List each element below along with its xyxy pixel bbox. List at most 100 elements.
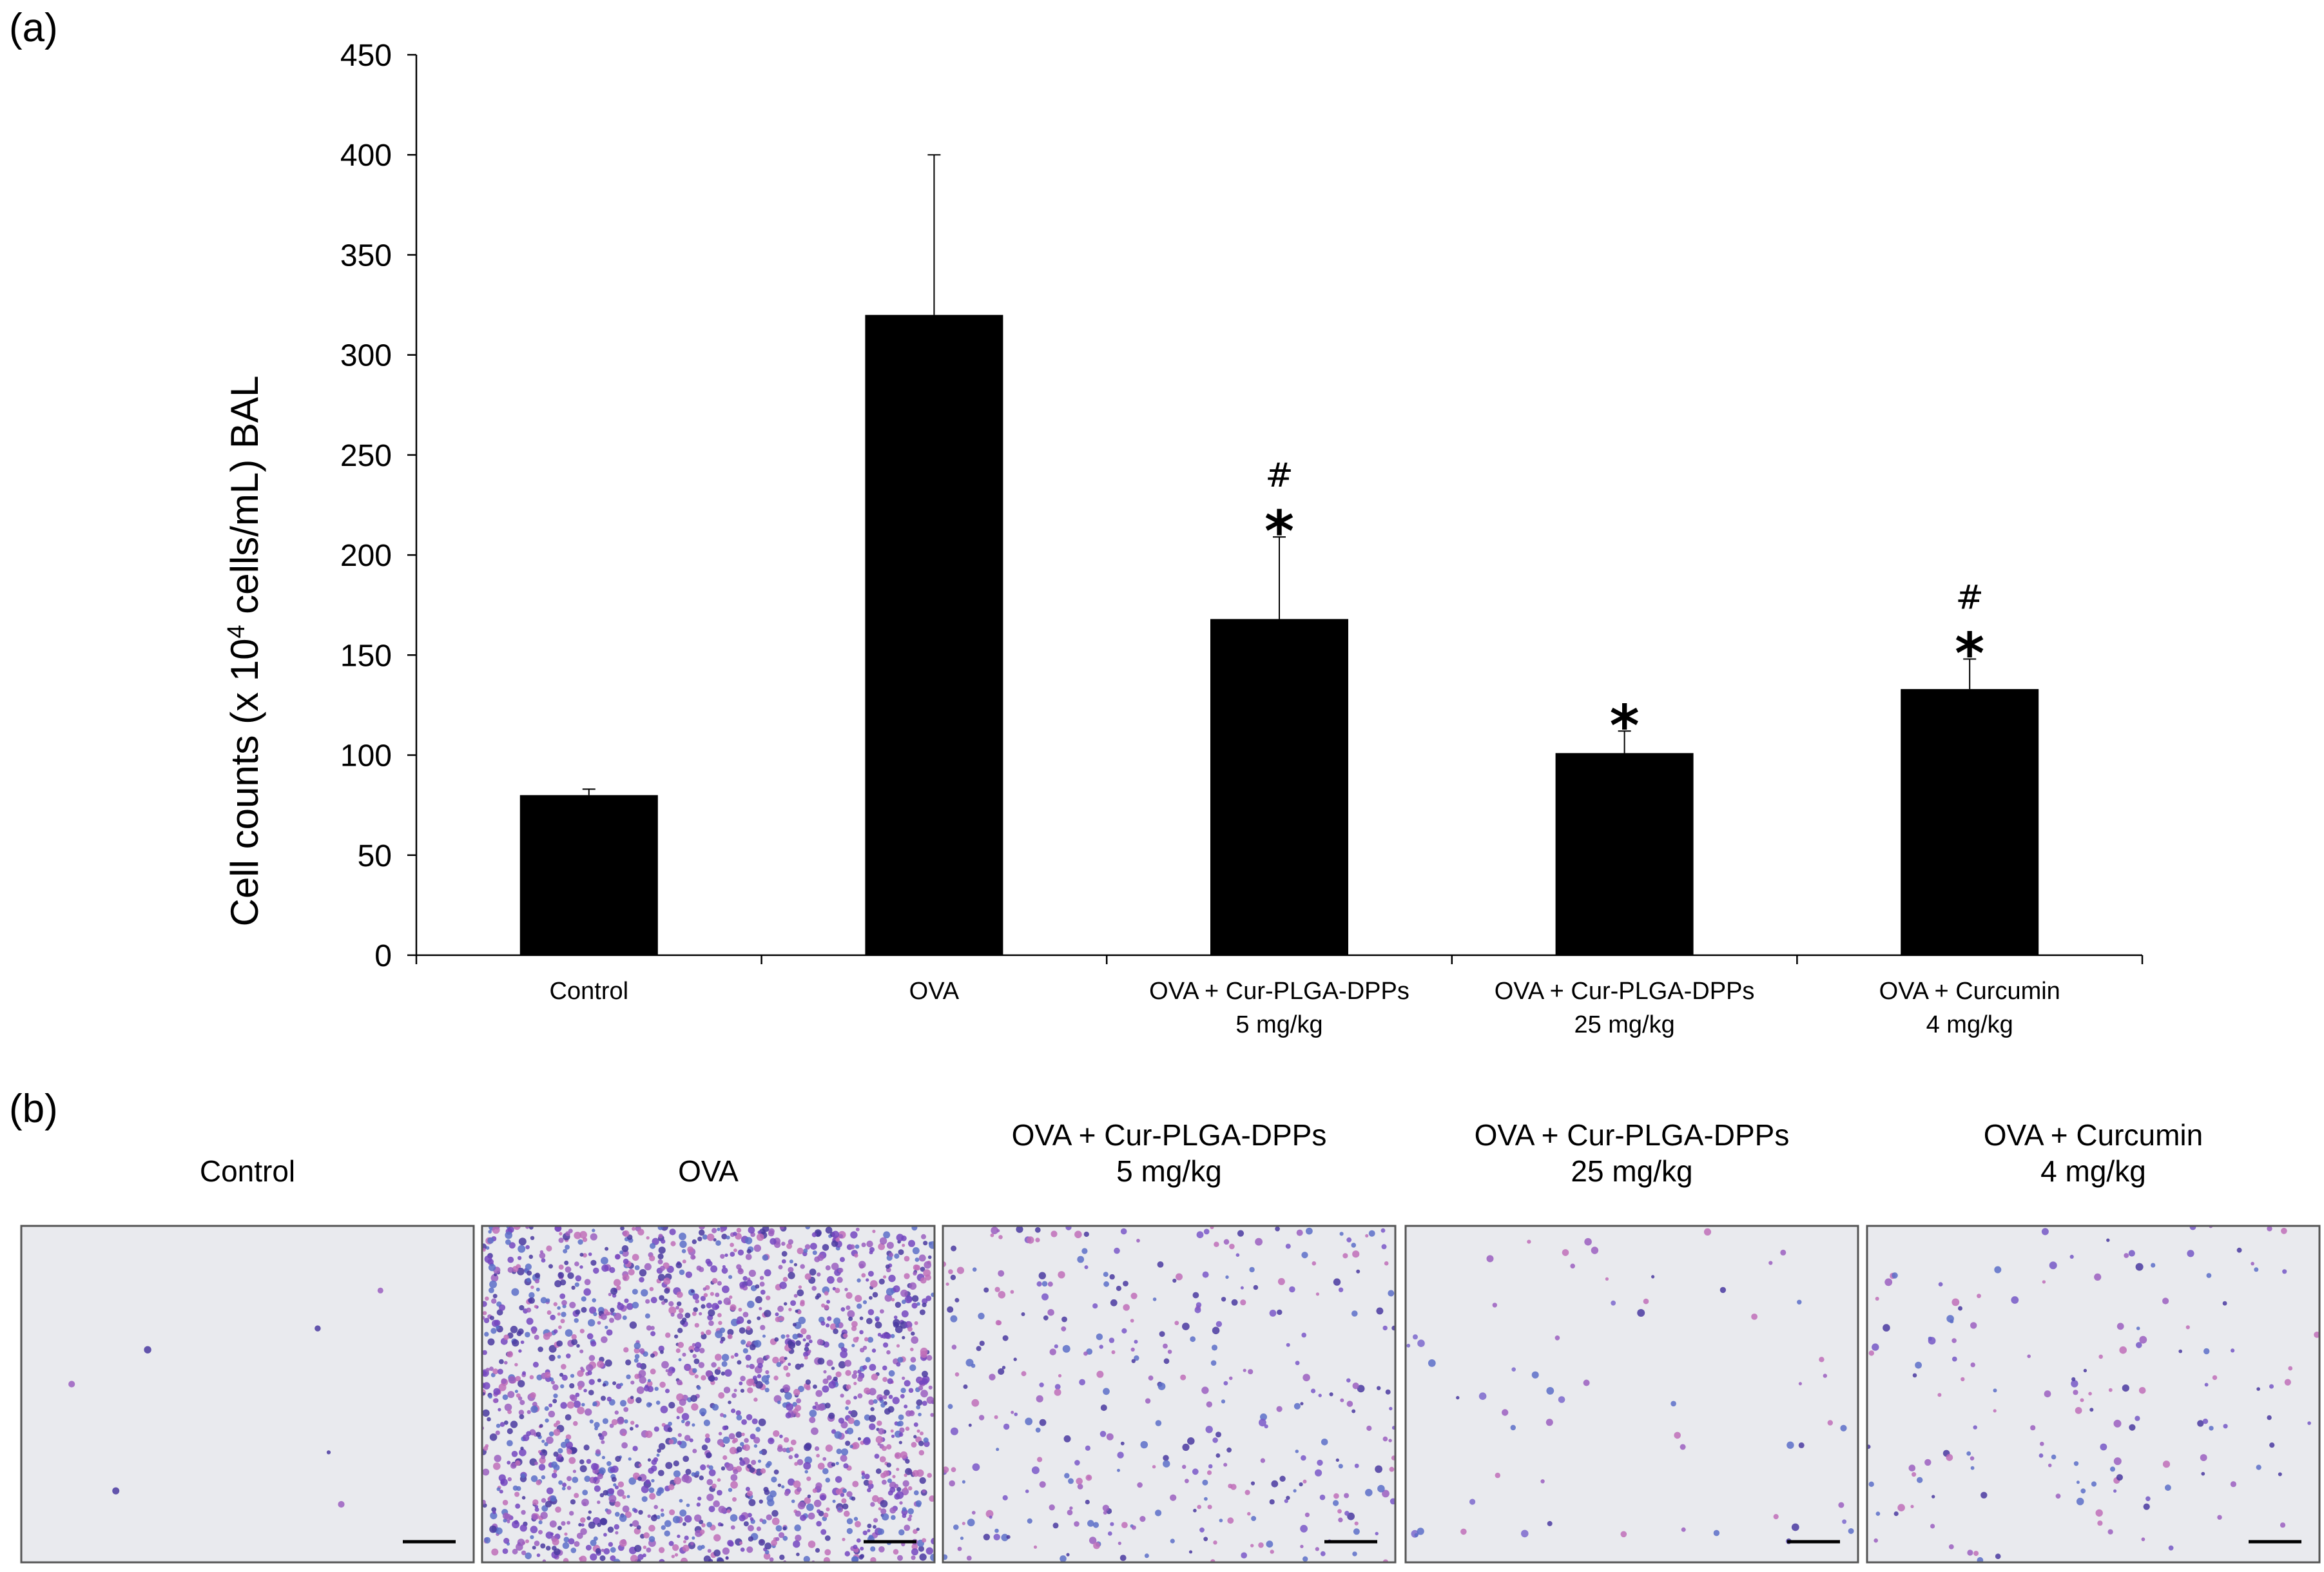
stained-cell xyxy=(548,1410,556,1418)
stained-cell xyxy=(898,1441,902,1444)
stained-cell xyxy=(925,1274,931,1281)
stained-cell xyxy=(860,1546,864,1551)
stained-cell xyxy=(1417,1339,1425,1347)
stained-cell xyxy=(880,1500,888,1508)
stained-cell xyxy=(610,1467,615,1473)
stained-cell xyxy=(887,1406,895,1413)
stained-cell xyxy=(597,1361,605,1368)
stained-cell xyxy=(838,1361,846,1369)
stained-cell xyxy=(574,1318,579,1323)
stained-cell xyxy=(624,1419,628,1424)
micrograph-border xyxy=(942,1225,1397,1564)
stained-cell xyxy=(2307,1421,2311,1425)
stained-cell xyxy=(560,1319,565,1324)
stained-cell xyxy=(907,1326,913,1332)
stained-cell xyxy=(821,1303,826,1308)
stained-cell xyxy=(512,1548,518,1555)
stained-cell xyxy=(911,1331,915,1336)
stained-cell xyxy=(706,1329,712,1335)
stained-cell xyxy=(943,1466,949,1473)
stained-cell xyxy=(1951,1356,1957,1362)
stained-cell xyxy=(594,1426,598,1431)
stained-cell xyxy=(584,1279,591,1286)
stained-cell xyxy=(742,1312,749,1317)
stained-cell xyxy=(1285,1243,1291,1249)
stained-cell xyxy=(483,1317,490,1323)
stained-cell xyxy=(2080,1398,2084,1402)
stained-cell xyxy=(880,1508,887,1515)
stained-cell xyxy=(570,1373,575,1378)
stained-cell xyxy=(727,1328,734,1336)
stained-cell xyxy=(579,1349,584,1354)
stained-cell xyxy=(1066,1553,1070,1557)
stained-cell xyxy=(1930,1524,1935,1529)
stained-cell xyxy=(638,1463,642,1467)
y-axis-label-main: Cell counts (x 10 xyxy=(223,639,266,927)
stained-cell xyxy=(606,1509,612,1515)
stained-cell xyxy=(692,1293,699,1300)
stained-cell xyxy=(886,1462,891,1468)
stained-cell xyxy=(619,1383,623,1386)
stained-cell xyxy=(619,1400,627,1407)
stained-cell xyxy=(753,1397,758,1402)
stained-cell xyxy=(763,1486,769,1493)
stained-cell xyxy=(875,1435,884,1444)
stained-cell xyxy=(530,1526,538,1533)
stained-cell xyxy=(832,1499,836,1503)
stained-cell xyxy=(1352,1551,1357,1557)
stained-cell xyxy=(315,1325,321,1332)
stained-cell xyxy=(769,1557,774,1562)
stained-cell xyxy=(815,1390,823,1397)
stained-cell xyxy=(862,1530,868,1535)
stained-cell xyxy=(857,1278,861,1283)
stained-cell xyxy=(144,1346,151,1354)
stained-cell xyxy=(757,1363,763,1369)
stained-cell xyxy=(525,1263,532,1270)
stained-cell xyxy=(515,1375,521,1382)
stained-cell xyxy=(1221,1399,1226,1404)
stained-cell xyxy=(1038,1272,1047,1279)
stained-cell xyxy=(825,1227,833,1234)
stained-cell xyxy=(526,1317,534,1325)
bar xyxy=(1555,753,1694,955)
stained-cell xyxy=(1103,1388,1110,1395)
stained-cell xyxy=(728,1275,733,1279)
stained-cell xyxy=(831,1263,839,1270)
stained-cell xyxy=(717,1478,721,1482)
stained-cell xyxy=(697,1497,702,1501)
stained-cell xyxy=(869,1364,876,1371)
stained-cell xyxy=(798,1285,802,1289)
stained-cell xyxy=(844,1359,852,1367)
stained-cell xyxy=(595,1548,601,1554)
stained-cell xyxy=(1951,1338,1957,1343)
stained-cell xyxy=(846,1292,853,1299)
stained-cell xyxy=(1385,1389,1391,1395)
stained-cell xyxy=(629,1321,637,1329)
stained-cell xyxy=(484,1537,491,1544)
stained-cell xyxy=(499,1359,504,1364)
stained-cell xyxy=(686,1503,690,1508)
stained-cell xyxy=(757,1316,761,1321)
stained-cell xyxy=(775,1312,779,1317)
stained-cell xyxy=(920,1431,924,1435)
stained-cell xyxy=(861,1475,866,1479)
stained-cell xyxy=(630,1395,634,1399)
stained-cell xyxy=(741,1432,745,1437)
stained-cell xyxy=(701,1331,704,1335)
stained-cell xyxy=(482,1301,487,1307)
stained-cell xyxy=(878,1546,885,1553)
stained-cell xyxy=(1039,1419,1047,1426)
stained-cell xyxy=(682,1317,687,1323)
stained-cell xyxy=(588,1379,595,1385)
stained-cell xyxy=(2236,1247,2242,1253)
stained-cell xyxy=(2076,1497,2084,1506)
stained-cell xyxy=(925,1547,934,1555)
stained-cell xyxy=(1333,1278,1341,1286)
stained-cell xyxy=(553,1469,557,1473)
stained-cell xyxy=(920,1266,925,1272)
stained-cell xyxy=(534,1406,538,1411)
stained-cell xyxy=(791,1499,795,1504)
stained-cell xyxy=(1027,1518,1032,1524)
y-axis-label: Cell counts (x 104 cells/mL) BAL xyxy=(223,376,266,927)
